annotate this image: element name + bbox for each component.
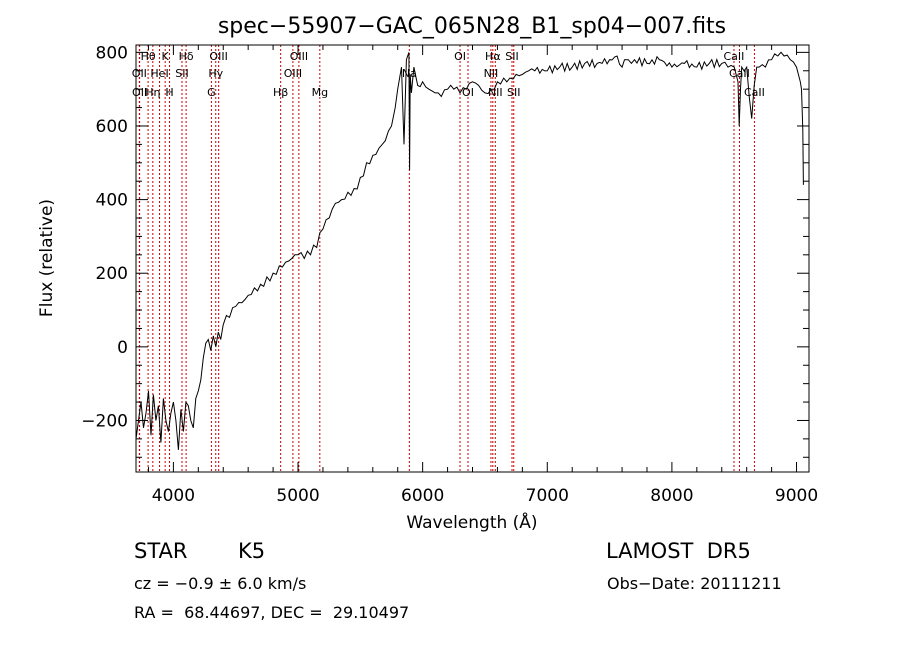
spectral-line-label: SII bbox=[175, 67, 188, 80]
redshift-info: cz = −0.9 ± 6.0 km/s bbox=[134, 574, 307, 593]
object-class: STAR bbox=[134, 539, 188, 563]
y-tick-label: 0 bbox=[117, 338, 128, 358]
x-tick-label: 4000 bbox=[152, 486, 195, 506]
spectral-line-markers bbox=[138, 45, 755, 472]
survey-name: LAMOST DR5 bbox=[606, 539, 751, 563]
spectral-line-label: OIII bbox=[209, 50, 227, 63]
y-tick-label: 800 bbox=[96, 43, 128, 63]
y-axis: −200 0 200 400 600 800 bbox=[81, 43, 809, 458]
spectral-line-label: CaII bbox=[724, 50, 745, 63]
spectral-line-label: Hη bbox=[145, 86, 160, 99]
spectral-line-label: Hθ bbox=[141, 50, 156, 63]
y-axis-label: Flux (relative) bbox=[37, 199, 57, 317]
spectral-line-label: OI bbox=[454, 50, 466, 63]
object-subclass: K5 bbox=[238, 539, 266, 563]
spectral-line-label: Hδ bbox=[179, 50, 194, 63]
spectral-line-label: Hα bbox=[485, 50, 501, 63]
y-tick-label: −200 bbox=[81, 411, 128, 431]
spectral-line-label: Mg bbox=[312, 86, 328, 99]
y-tick-label: 200 bbox=[96, 264, 128, 284]
x-axis-label: Wavelength (Å) bbox=[406, 511, 537, 533]
coordinates: RA = 68.44697, DEC = 29.10497 bbox=[134, 603, 410, 622]
spectral-line-label: OI bbox=[462, 86, 474, 99]
observation-date: Obs−Date: 20111211 bbox=[607, 574, 782, 593]
x-tick-label: 8000 bbox=[650, 486, 693, 506]
spectral-line-label: HeI bbox=[150, 67, 168, 80]
y-tick-label: 400 bbox=[96, 191, 128, 211]
spectral-line-label: NII bbox=[484, 67, 499, 80]
spectral-line-label: SII bbox=[505, 50, 518, 63]
plot-frame bbox=[135, 44, 810, 473]
spectral-line-label: SII bbox=[507, 86, 520, 99]
spectral-line-label: OII bbox=[132, 67, 147, 80]
y-tick-label: 600 bbox=[96, 117, 128, 137]
x-tick-label: 9000 bbox=[775, 486, 818, 506]
x-tick-label: 6000 bbox=[401, 486, 444, 506]
spectral-line-label: OIII bbox=[290, 50, 308, 63]
spectrum-line bbox=[135, 51, 804, 450]
spectral-line-label: G bbox=[207, 86, 216, 99]
x-axis: 4000 5000 6000 7000 8000 9000 bbox=[147, 45, 818, 506]
spectral-line-label: Hβ bbox=[273, 86, 288, 99]
chart-title: spec−55907−GAC_065N28_B1_sp04−007.fits bbox=[218, 14, 726, 39]
spectral-line-label: Hγ bbox=[208, 67, 223, 80]
spectral-line-label: H bbox=[165, 86, 173, 99]
x-tick-label: 7000 bbox=[526, 486, 569, 506]
spectral-line-label: OIII bbox=[284, 67, 302, 80]
spectral-line-label: K bbox=[162, 50, 170, 63]
x-tick-label: 5000 bbox=[276, 486, 319, 506]
